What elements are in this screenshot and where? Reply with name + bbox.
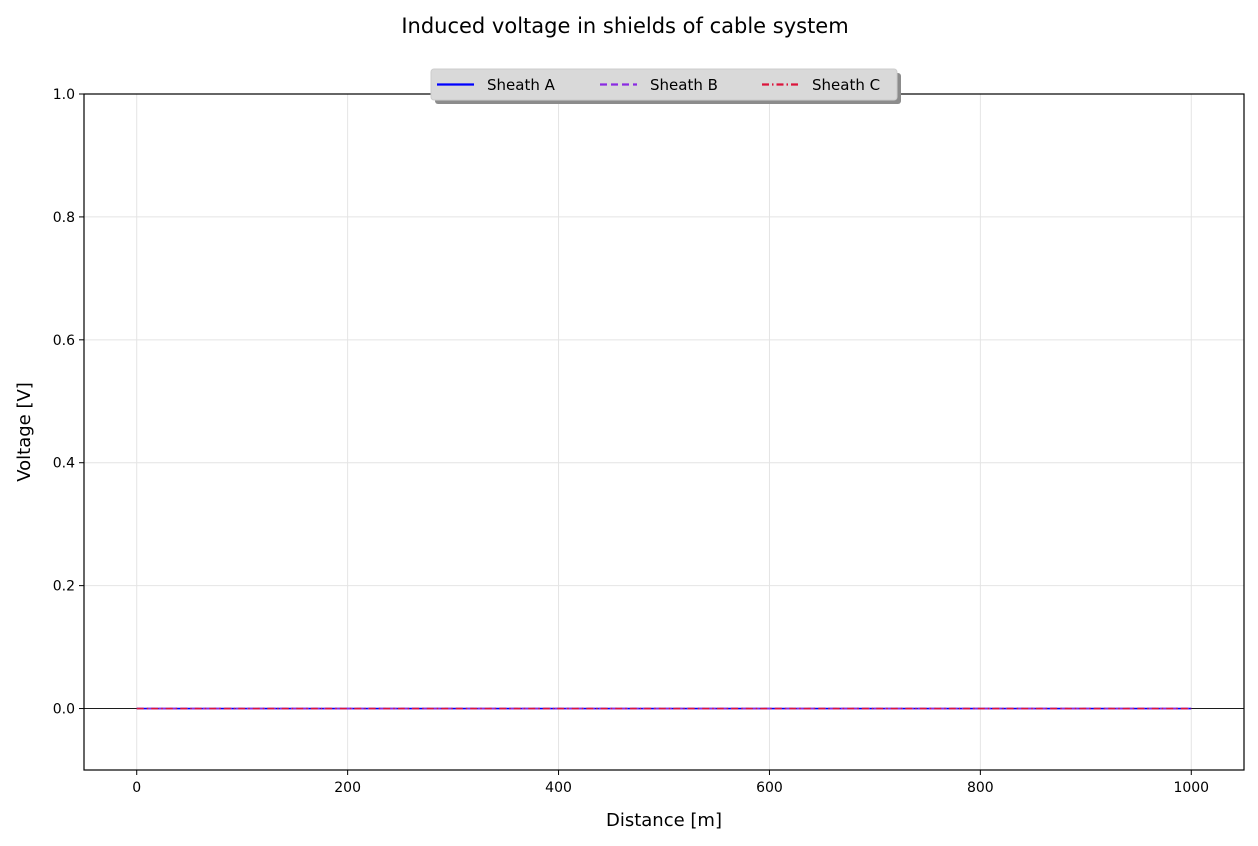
x-tick-label: 800: [967, 780, 994, 796]
x-tick-label: 1000: [1173, 780, 1209, 796]
chart-title: Induced voltage in shields of cable syst…: [401, 14, 848, 38]
legend-label-1: Sheath A: [487, 76, 556, 94]
legend: Sheath A Sheath B Sheath C: [430, 68, 901, 104]
x-tick-label: 200: [334, 780, 361, 796]
y-tick-label: 0.0: [53, 702, 75, 718]
legend-label-3: Sheath C: [812, 76, 880, 94]
x-tick-label: 0: [132, 780, 141, 796]
x-tick-label: 600: [756, 780, 783, 796]
y-axis: 0.0 0.2 0.4 0.6 0.8 1.0: [53, 87, 84, 718]
grid: [84, 93, 1244, 770]
y-axis-label: Voltage [V]: [14, 382, 35, 482]
x-axis: 0 200 400 600 800 1000: [132, 770, 1209, 796]
plot-area: [83, 93, 1245, 771]
x-tick-label: 400: [545, 780, 572, 796]
legend-label-2: Sheath B: [650, 76, 718, 94]
y-tick-label: 0.6: [53, 333, 75, 349]
y-tick-label: 0.4: [53, 456, 75, 472]
y-tick-label: 0.2: [53, 579, 75, 595]
x-axis-label: Distance [m]: [606, 810, 722, 831]
y-tick-label: 0.8: [53, 210, 75, 226]
y-tick-label: 1.0: [53, 87, 75, 103]
legend-box: [430, 68, 898, 101]
